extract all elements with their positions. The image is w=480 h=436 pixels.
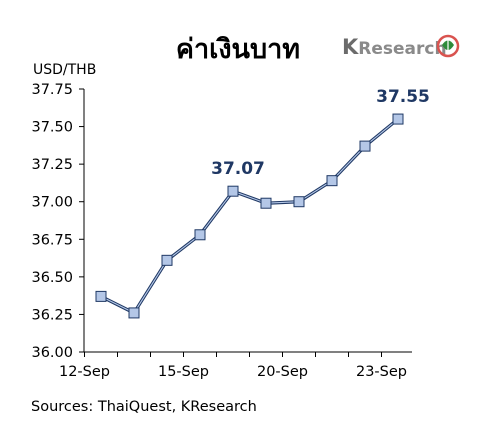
y-tick-label: 37.75 bbox=[31, 82, 73, 98]
y-axis: 36.00 36.25 36.50 36.75 37.00 37.25 37.50 37.75 bbox=[31, 82, 85, 361]
y-tick-label: 37.50 bbox=[31, 120, 73, 136]
data-point bbox=[227, 185, 239, 197]
series-line bbox=[100, 118, 399, 314]
series-line-outline bbox=[100, 117, 400, 315]
x-axis: 12-Sep 15-Sep 20-Sep 23-Sep bbox=[59, 351, 412, 380]
data-point bbox=[326, 175, 338, 187]
data-label: 37.55 bbox=[376, 87, 430, 107]
chart-source: Sources: ThaiQuest, KResearch bbox=[31, 399, 257, 415]
data-point bbox=[392, 113, 404, 125]
kresearch-logo: KResearch bbox=[342, 34, 460, 59]
x-tick-label: 15-Sep bbox=[158, 364, 209, 380]
kbank-leaf-icon bbox=[436, 34, 460, 58]
y-tick-label: 37.00 bbox=[31, 195, 73, 211]
x-tick-label: 12-Sep bbox=[59, 364, 110, 380]
plot-area: 37.07 37.55 bbox=[95, 87, 430, 319]
data-point bbox=[194, 229, 206, 241]
y-axis-unit: USD/THB bbox=[33, 62, 96, 78]
y-tick-label: 36.75 bbox=[31, 232, 73, 248]
x-tick-label: 20-Sep bbox=[257, 364, 308, 380]
y-tick-label: 36.25 bbox=[31, 307, 73, 323]
y-tick-label: 37.25 bbox=[31, 157, 73, 173]
y-tick-label: 36.50 bbox=[31, 270, 73, 286]
data-point bbox=[128, 307, 140, 319]
data-label: 37.07 bbox=[211, 159, 265, 179]
data-point bbox=[260, 197, 272, 209]
data-point bbox=[359, 140, 371, 152]
chart-title: ค่าเงินบาท bbox=[176, 34, 300, 65]
data-point bbox=[293, 196, 305, 208]
logo-text: KResearch bbox=[342, 35, 447, 59]
y-tick-label: 36.00 bbox=[31, 345, 73, 361]
x-tick-label: 23-Sep bbox=[356, 364, 407, 380]
data-point bbox=[95, 290, 107, 302]
data-point bbox=[161, 254, 173, 266]
